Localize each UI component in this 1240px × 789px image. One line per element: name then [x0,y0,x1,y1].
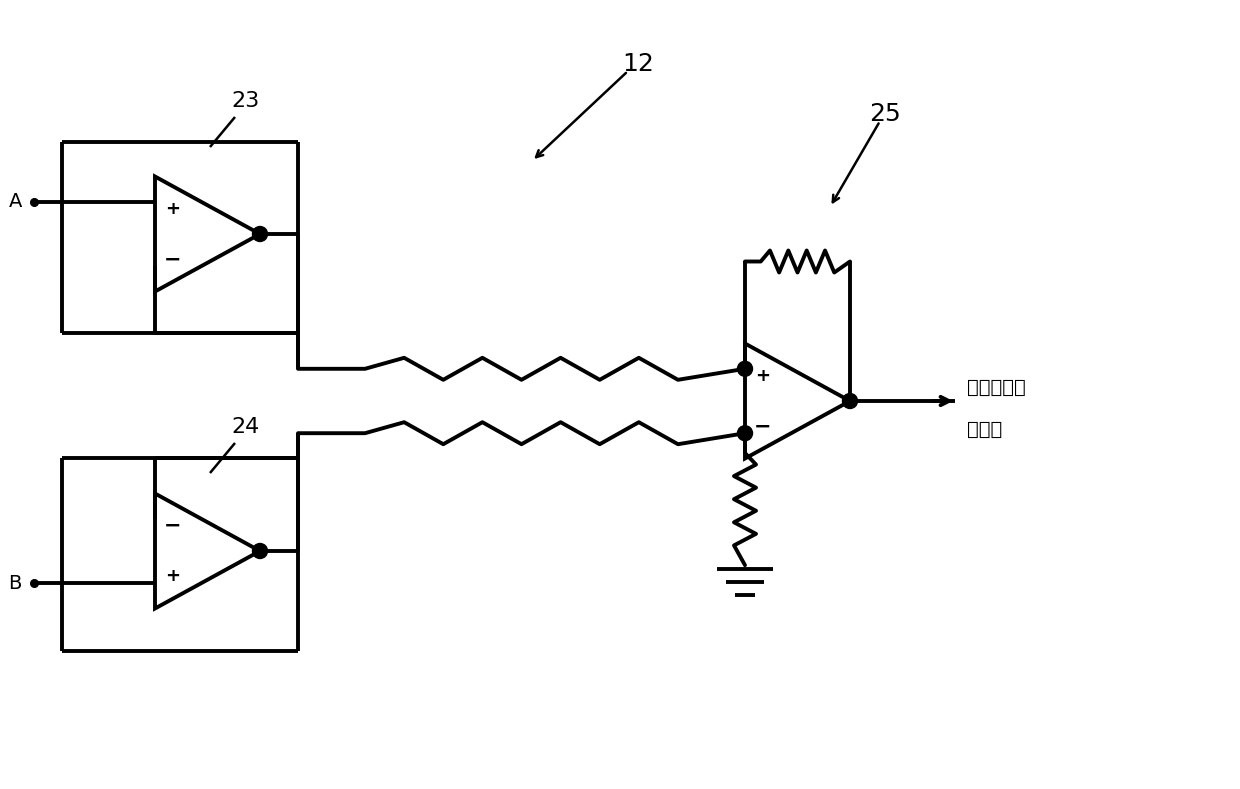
Text: 25: 25 [869,102,901,126]
Text: 23: 23 [231,91,259,111]
Circle shape [738,361,753,376]
Text: −: − [164,249,182,269]
Circle shape [842,394,858,409]
Text: A: A [9,193,22,211]
Text: +: + [755,367,770,385]
Text: −: − [164,516,182,536]
Text: +: + [165,567,181,585]
Circle shape [253,226,268,241]
Text: +: + [165,200,181,218]
Text: B: B [9,574,22,593]
Text: −: − [754,417,771,436]
Text: 12: 12 [622,52,653,76]
Circle shape [738,426,753,441]
Text: 至旋转位置: 至旋转位置 [967,377,1025,397]
Text: 推断部: 推断部 [967,420,1002,439]
Text: 24: 24 [231,417,259,437]
Circle shape [253,544,268,559]
